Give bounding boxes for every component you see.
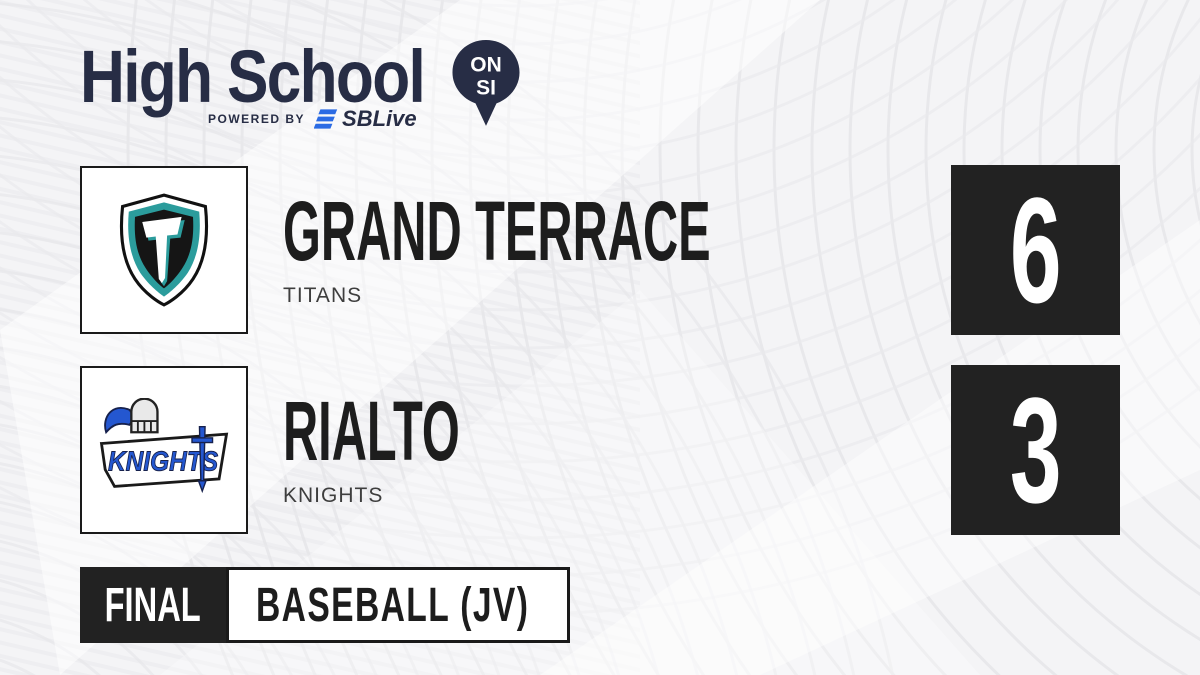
team-row-grand-terrace: GRAND TERRACE TITANS [80,166,1020,334]
brand-title: High School [80,35,426,118]
score-box-grand-terrace: 6 [951,165,1120,335]
titans-logo [119,193,209,307]
team-row-rialto: KNIGHTS RIALTO KNIGHTS [80,366,588,534]
score-value: 3 [1009,366,1062,534]
event-label: BASEBALL (JV) [256,578,530,632]
knights-logo-box: KNIGHTS [80,366,248,534]
sblive-wordmark: SBLive [342,106,417,131]
pin-text-si: SI [476,76,496,99]
sblive-logo: SBLive [314,106,417,132]
pin-text-on: ON [470,53,501,76]
team-text-grand-terrace: GRAND TERRACE TITANS [283,184,1020,308]
game-status-box: FINAL [80,567,226,643]
on-si-pin-icon: ON SI [452,40,520,126]
game-status: FINAL [104,578,202,632]
team-text-rialto: RIALTO KNIGHTS [283,384,588,508]
knights-logo: KNIGHTS [99,398,229,494]
team-mascot: TITANS [283,283,363,307]
header: High School ON SI [80,40,524,128]
score-box-rialto: 3 [951,365,1120,535]
footer-bar: FINAL BASEBALL (JV) [80,567,570,643]
powered-by-label: POWERED BY [208,112,306,126]
team-name: RIALTO [283,384,460,479]
sblive-icon [314,109,338,129]
team-name: GRAND TERRACE [283,184,711,279]
titans-logo-box [80,166,248,334]
event-box: BASEBALL (JV) [226,567,570,643]
team-mascot: KNIGHTS [283,483,384,507]
powered-by-row: POWERED BY SBLive [208,106,417,132]
score-value: 6 [1009,166,1062,334]
